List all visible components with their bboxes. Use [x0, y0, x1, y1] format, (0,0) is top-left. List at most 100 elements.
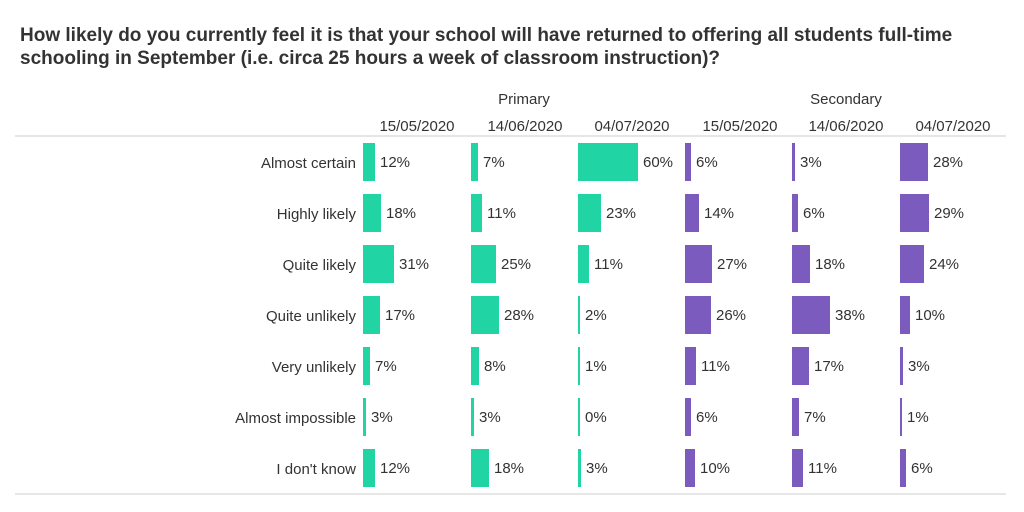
value-label-secondary-3-row-1: 28%: [933, 154, 963, 171]
bar-primary-1-row-1: [363, 143, 375, 181]
value-label-primary-2-row-3: 25%: [501, 256, 531, 273]
value-label-secondary-2-row-3: 18%: [815, 256, 845, 273]
bar-secondary-2-row-4: [792, 296, 830, 334]
bar-primary-2-row-3: [471, 245, 496, 283]
bar-secondary-2-row-5: [792, 347, 809, 385]
bar-primary-3-row-4: [578, 296, 580, 334]
series-label-secondary-3: 04/07/2020: [915, 118, 990, 135]
value-label-secondary-3-row-5: 3%: [908, 358, 930, 375]
value-label-secondary-3-row-2: 29%: [934, 205, 964, 222]
value-label-primary-3-row-5: 1%: [585, 358, 607, 375]
value-label-secondary-3-row-4: 10%: [915, 307, 945, 324]
bar-secondary-1-row-6: [685, 398, 691, 436]
group-label-primary: Primary: [498, 91, 550, 108]
value-label-primary-3-row-6: 0%: [585, 409, 607, 426]
value-label-secondary-1-row-3: 27%: [717, 256, 747, 273]
value-label-primary-1-row-3: 31%: [399, 256, 429, 273]
bar-primary-2-row-7: [471, 449, 489, 487]
value-label-secondary-3-row-7: 6%: [911, 460, 933, 477]
bar-primary-2-row-4: [471, 296, 499, 334]
bar-secondary-3-row-2: [900, 194, 929, 232]
bar-secondary-1-row-7: [685, 449, 695, 487]
series-label-primary-2: 14/06/2020: [487, 118, 562, 135]
value-label-primary-1-row-7: 12%: [380, 460, 410, 477]
value-label-secondary-2-row-2: 6%: [803, 205, 825, 222]
bar-primary-3-row-5: [578, 347, 580, 385]
value-label-primary-2-row-4: 28%: [504, 307, 534, 324]
bar-primary-3-row-6: [578, 398, 580, 436]
value-label-secondary-1-row-2: 14%: [704, 205, 734, 222]
value-label-secondary-1-row-5: 11%: [701, 358, 730, 375]
group-label-secondary: Secondary: [810, 91, 882, 108]
bar-secondary-2-row-7: [792, 449, 803, 487]
category-label-6: Almost impossible: [235, 410, 356, 427]
value-label-secondary-2-row-4: 38%: [835, 307, 865, 324]
bar-secondary-2-row-1: [792, 143, 795, 181]
bar-secondary-3-row-1: [900, 143, 928, 181]
bar-secondary-1-row-4: [685, 296, 711, 334]
value-label-primary-2-row-5: 8%: [484, 358, 506, 375]
chart-title: How likely do you currently feel it is t…: [20, 25, 953, 69]
series-label-primary-1: 15/05/2020: [379, 118, 454, 135]
value-label-secondary-3-row-3: 24%: [929, 256, 959, 273]
value-label-primary-2-row-1: 7%: [483, 154, 505, 171]
bar-primary-1-row-2: [363, 194, 381, 232]
category-label-7: I don't know: [276, 461, 356, 478]
category-label-5: Very unlikely: [272, 359, 357, 376]
series-label-primary-3: 04/07/2020: [594, 118, 669, 135]
value-label-secondary-1-row-6: 6%: [696, 409, 718, 426]
bar-primary-3-row-2: [578, 194, 601, 232]
series-label-secondary-2: 14/06/2020: [808, 118, 883, 135]
bar-primary-3-row-1: [578, 143, 638, 181]
bar-secondary-3-row-5: [900, 347, 903, 385]
value-label-primary-2-row-7: 18%: [494, 460, 524, 477]
bar-secondary-3-row-6: [900, 398, 902, 436]
bar-primary-1-row-5: [363, 347, 370, 385]
bar-secondary-2-row-2: [792, 194, 798, 232]
category-label-1: Almost certain: [261, 155, 356, 172]
value-label-primary-2-row-6: 3%: [479, 409, 501, 426]
value-label-primary-2-row-2: 11%: [487, 205, 516, 222]
value-label-primary-1-row-6: 3%: [371, 409, 393, 426]
bar-secondary-1-row-1: [685, 143, 691, 181]
bar-secondary-1-row-3: [685, 245, 712, 283]
bar-secondary-1-row-2: [685, 194, 699, 232]
bar-secondary-2-row-6: [792, 398, 799, 436]
value-label-primary-3-row-4: 2%: [585, 307, 607, 324]
value-label-primary-3-row-7: 3%: [586, 460, 608, 477]
value-label-primary-3-row-1: 60%: [643, 154, 673, 171]
series-label-secondary-1: 15/05/2020: [702, 118, 777, 135]
value-label-secondary-1-row-4: 26%: [716, 307, 746, 324]
bar-primary-2-row-2: [471, 194, 482, 232]
value-label-primary-1-row-4: 17%: [385, 307, 415, 324]
category-label-3: Quite likely: [283, 257, 357, 274]
value-label-secondary-2-row-1: 3%: [800, 154, 822, 171]
value-label-secondary-2-row-5: 17%: [814, 358, 844, 375]
bar-primary-3-row-3: [578, 245, 589, 283]
bar-secondary-3-row-3: [900, 245, 924, 283]
value-label-primary-3-row-3: 11%: [594, 256, 623, 273]
category-label-2: Highly likely: [277, 206, 357, 223]
value-label-secondary-2-row-7: 11%: [808, 460, 837, 477]
value-label-secondary-3-row-6: 1%: [907, 409, 929, 426]
bar-secondary-3-row-7: [900, 449, 906, 487]
bar-primary-1-row-6: [363, 398, 366, 436]
bar-secondary-3-row-4: [900, 296, 910, 334]
bar-primary-2-row-6: [471, 398, 474, 436]
bar-secondary-1-row-5: [685, 347, 696, 385]
bar-primary-1-row-4: [363, 296, 380, 334]
value-label-primary-3-row-2: 23%: [606, 205, 636, 222]
bar-primary-1-row-3: [363, 245, 394, 283]
value-label-primary-1-row-2: 18%: [386, 205, 416, 222]
value-label-secondary-2-row-6: 7%: [804, 409, 826, 426]
bar-primary-3-row-7: [578, 449, 581, 487]
value-label-secondary-1-row-7: 10%: [700, 460, 730, 477]
value-label-secondary-1-row-1: 6%: [696, 154, 718, 171]
value-label-primary-1-row-5: 7%: [375, 358, 397, 375]
category-label-4: Quite unlikely: [266, 308, 357, 325]
value-label-primary-1-row-1: 12%: [380, 154, 410, 171]
bar-primary-2-row-5: [471, 347, 479, 385]
bar-primary-2-row-1: [471, 143, 478, 181]
bar-primary-1-row-7: [363, 449, 375, 487]
